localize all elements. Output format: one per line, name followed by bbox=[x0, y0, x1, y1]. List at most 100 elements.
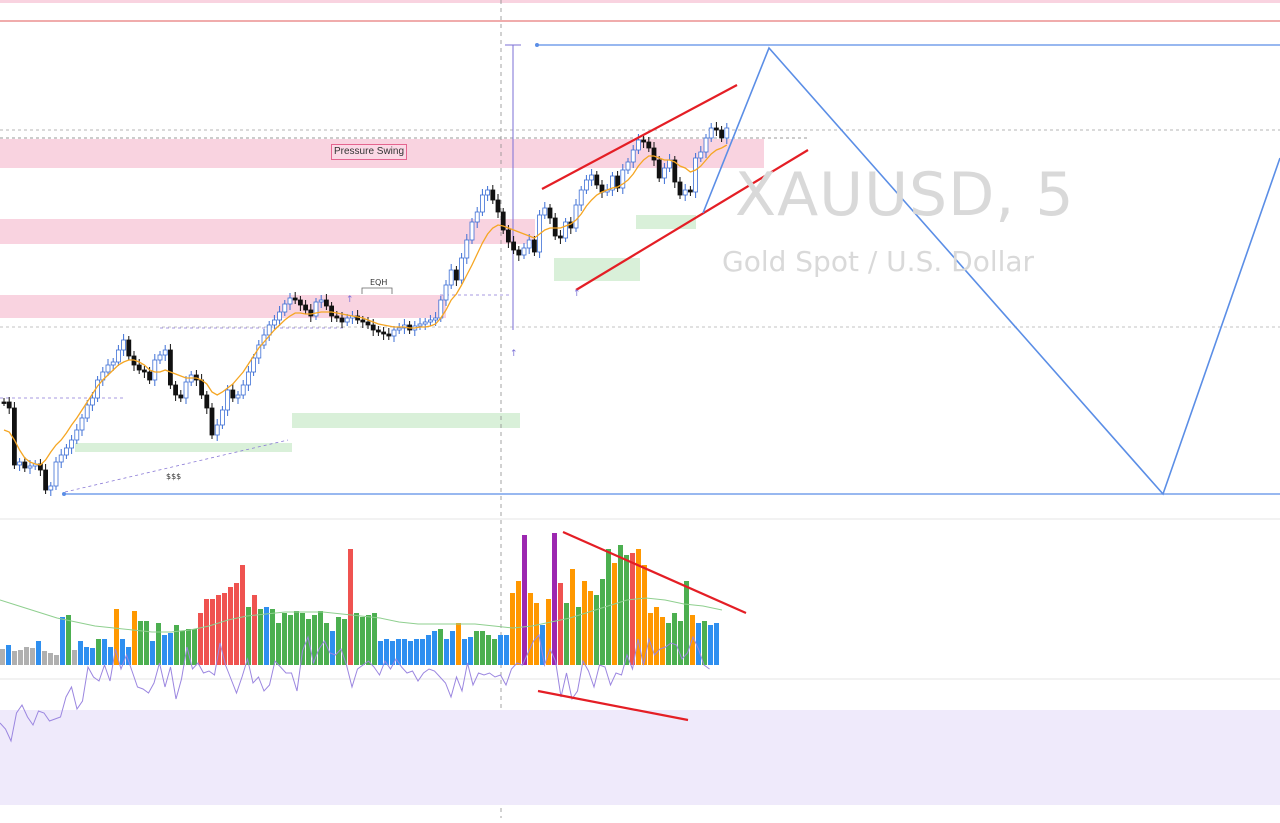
channel-upper-trendline bbox=[541, 84, 738, 190]
candle-body bbox=[303, 304, 309, 311]
volume-bar bbox=[360, 617, 365, 665]
candle-body bbox=[620, 169, 626, 189]
candle-body bbox=[64, 447, 69, 456]
volume-bar bbox=[258, 609, 263, 665]
candle-body bbox=[594, 174, 600, 186]
candle-body bbox=[532, 239, 537, 253]
volume-bar bbox=[480, 631, 485, 665]
volume-bar bbox=[510, 593, 515, 665]
volume-bar bbox=[84, 647, 89, 665]
volume-bar bbox=[312, 615, 317, 665]
volume-bar bbox=[396, 639, 401, 665]
volume-bar bbox=[432, 631, 437, 665]
rsi-divergence-line bbox=[537, 689, 689, 722]
candle-body bbox=[386, 333, 392, 337]
volume-bar bbox=[636, 549, 641, 665]
candle-body bbox=[708, 127, 714, 139]
volume-bar bbox=[666, 623, 671, 665]
volume-bar bbox=[306, 619, 311, 665]
volume-bar bbox=[102, 639, 107, 665]
volume-bar bbox=[588, 591, 593, 665]
pressure-swing-label: Pressure Swing bbox=[331, 144, 408, 160]
candle-body bbox=[682, 189, 688, 196]
volume-bar bbox=[390, 641, 395, 665]
candle-body bbox=[698, 151, 704, 159]
volume-bar bbox=[318, 611, 323, 665]
candle-body bbox=[427, 319, 433, 323]
volume-bar bbox=[654, 607, 659, 665]
volume-ma-line bbox=[0, 597, 723, 633]
volume-bar bbox=[486, 635, 491, 665]
volume-bar bbox=[444, 639, 449, 665]
volume-bar bbox=[420, 639, 425, 665]
volume-bar bbox=[642, 565, 647, 665]
candle-body bbox=[693, 157, 698, 193]
candle-body bbox=[79, 417, 85, 431]
volume-bar bbox=[492, 639, 497, 665]
candle-body bbox=[204, 394, 210, 409]
volume-bar bbox=[660, 617, 665, 665]
volume-bar bbox=[678, 621, 683, 665]
candle-body bbox=[214, 424, 220, 436]
candle-body bbox=[552, 217, 558, 237]
volume-bar bbox=[48, 653, 53, 665]
candle-body bbox=[121, 339, 126, 351]
volume-bar bbox=[348, 549, 353, 665]
candle-body bbox=[6, 401, 12, 409]
volume-bar bbox=[384, 639, 389, 665]
volume-bar bbox=[216, 595, 221, 665]
candle-body bbox=[271, 319, 277, 326]
volume-bar bbox=[354, 613, 359, 665]
volume-bar bbox=[456, 623, 461, 665]
volume-bar bbox=[42, 651, 47, 665]
volume-bar bbox=[342, 619, 347, 665]
candle-body bbox=[370, 324, 376, 331]
volume-bar bbox=[696, 623, 701, 665]
volume-bar bbox=[138, 621, 143, 665]
candle-body bbox=[58, 454, 64, 463]
volume-bar bbox=[192, 629, 197, 665]
candle-body bbox=[516, 249, 522, 256]
candle-body bbox=[381, 331, 387, 335]
volume-bar bbox=[36, 641, 41, 665]
candle-body bbox=[547, 207, 553, 219]
candle-body bbox=[162, 349, 168, 356]
volume-bar bbox=[90, 648, 95, 665]
volume-bar bbox=[162, 635, 167, 665]
candle-body bbox=[521, 247, 527, 256]
candle-body bbox=[672, 159, 678, 183]
candle-body bbox=[22, 461, 28, 469]
volume-bar bbox=[234, 583, 239, 665]
candle-body bbox=[688, 189, 693, 193]
candle-body bbox=[318, 299, 324, 303]
volume-bar bbox=[168, 633, 173, 665]
candle-body bbox=[724, 127, 730, 139]
candle-body bbox=[173, 384, 179, 396]
candle-body bbox=[662, 167, 667, 179]
candle-body bbox=[479, 194, 485, 213]
candle-body bbox=[53, 461, 59, 487]
demand-zone-2 bbox=[292, 413, 520, 428]
candle-body bbox=[27, 465, 33, 469]
candle-body bbox=[459, 257, 465, 281]
candle-body bbox=[714, 127, 719, 131]
volume-bar bbox=[156, 623, 161, 665]
candle-body bbox=[277, 311, 283, 321]
volume-bar bbox=[408, 641, 413, 665]
candle-body bbox=[11, 407, 17, 466]
candle-body bbox=[329, 305, 335, 317]
candle-body bbox=[563, 221, 568, 239]
candle-body bbox=[448, 269, 454, 286]
candle-body bbox=[178, 394, 184, 399]
volume-bar bbox=[504, 635, 509, 665]
volume-bar bbox=[534, 603, 539, 665]
volume-bar bbox=[252, 595, 257, 665]
volume-bar bbox=[684, 581, 689, 665]
volume-bar bbox=[582, 581, 587, 665]
candle-body bbox=[183, 381, 189, 399]
candle-body bbox=[126, 339, 132, 357]
candle-body bbox=[365, 321, 371, 326]
eqh-bracket bbox=[361, 287, 393, 294]
eqh-label: EQH bbox=[370, 278, 388, 287]
